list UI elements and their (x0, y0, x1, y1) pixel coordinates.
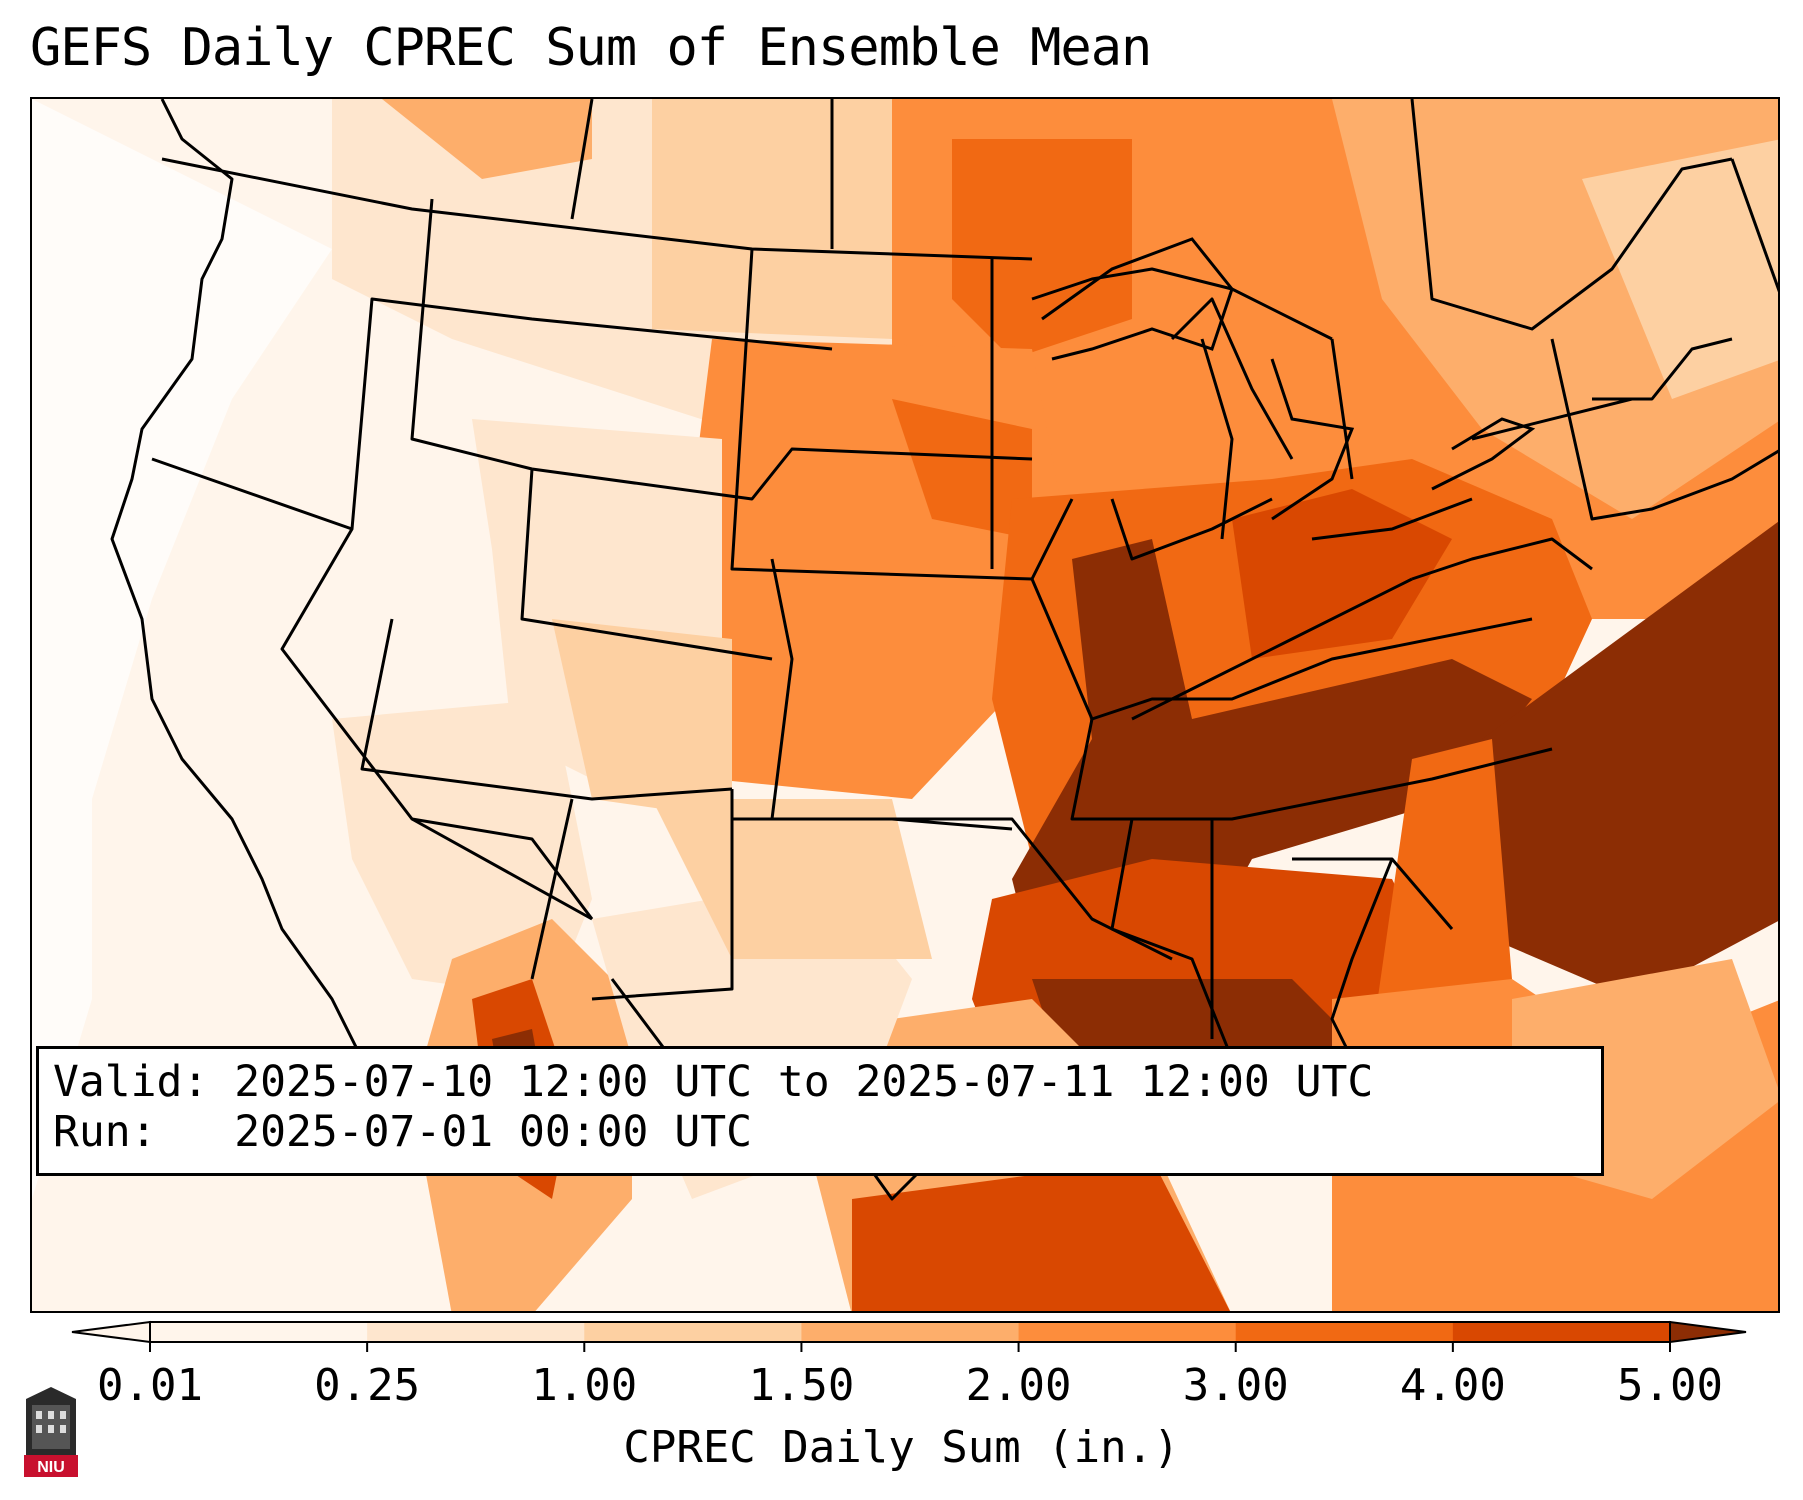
run-time-text: Run: 2025-07-01 00:00 UTC (53, 1107, 752, 1157)
colorbar-tick-label: 2.00 (965, 1360, 1072, 1411)
niu-logo: NIU (24, 1387, 78, 1477)
colorbar-tick-label: 5.00 (1617, 1360, 1723, 1411)
colorbar-cell (584, 1322, 802, 1342)
logo-text: NIU (37, 1459, 65, 1476)
colorbar-tick-label: 1.50 (748, 1360, 855, 1411)
map-title: GEFS Daily CPREC Sum of Ensemble Mean (30, 18, 1152, 78)
colorbar-cell (1018, 1322, 1237, 1342)
valid-run-info-box: Valid: 2025-07-10 12:00 UTC to 2025-07-1… (36, 1046, 1604, 1176)
colorbar-cell (801, 1322, 1020, 1342)
great-lakes (1041, 237, 1536, 541)
colorbar-tick-label: 4.00 (1399, 1360, 1506, 1411)
colorbar-cell (1235, 1322, 1454, 1342)
colorbar (71, 1320, 1747, 1352)
colorbar-tick-label: 0.01 (97, 1360, 203, 1411)
colorbar-tick-label: 3.00 (1182, 1360, 1289, 1411)
colorbar-label: CPREC Daily Sum (in.) (623, 1422, 1180, 1473)
colorbar-tick-label: 0.25 (314, 1360, 421, 1411)
colorbar-extend-min (71, 1320, 151, 1344)
colorbar-ticks (149, 1342, 1671, 1352)
colorbar-tick-label: 1.00 (531, 1360, 638, 1411)
colorbar-cells (71, 1320, 1747, 1344)
colorbar-cell (150, 1322, 368, 1342)
colorbar-cell (367, 1322, 585, 1342)
colorbar-cell (1452, 1322, 1671, 1342)
valid-time-text: Valid: 2025-07-10 12:00 UTC to 2025-07-1… (53, 1057, 1374, 1107)
colorbar-outline (149, 1321, 1671, 1343)
colorbar-extend-max (1669, 1320, 1747, 1344)
